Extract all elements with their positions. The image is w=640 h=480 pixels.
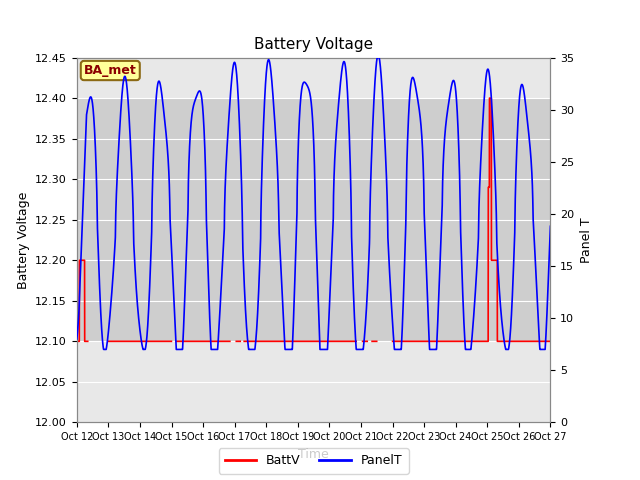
Title: Battery Voltage: Battery Voltage — [254, 37, 373, 52]
Y-axis label: Battery Voltage: Battery Voltage — [17, 192, 29, 288]
Legend: BattV, PanelT: BattV, PanelT — [219, 448, 408, 474]
Y-axis label: Panel T: Panel T — [580, 217, 593, 263]
Text: BA_met: BA_met — [84, 64, 137, 77]
X-axis label: Time: Time — [298, 448, 329, 461]
Bar — [77, 98, 550, 341]
